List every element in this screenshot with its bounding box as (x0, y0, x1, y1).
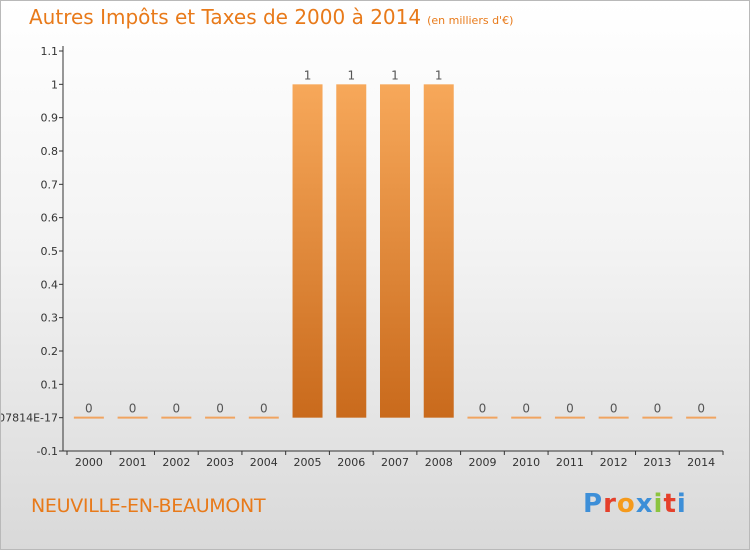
commune-name: NEUVILLE-EN-BEAUMONT (31, 495, 266, 517)
logo-letter: x (635, 489, 654, 519)
data-label: 0 (566, 402, 574, 416)
y-tick-label: 0.4 (41, 278, 59, 291)
y-tick-label: 0.2 (41, 345, 59, 358)
x-tick-label: 2000 (75, 456, 103, 469)
data-label: 1 (435, 68, 443, 82)
data-label: 0 (85, 402, 93, 416)
chart-title-text: Autres Impôts et Taxes de 2000 à 2014 (29, 5, 422, 29)
y-tick-label: 0.9 (41, 112, 59, 125)
y-tick-label: 0.3 (41, 312, 59, 325)
logo-letter: r (603, 489, 617, 519)
data-label: 0 (216, 402, 224, 416)
x-tick-label: 2002 (162, 456, 190, 469)
y-tick-label: 0.7 (41, 178, 59, 191)
y-tick-label: 1.3877787807814E-17 (1, 412, 58, 425)
data-label: 1 (391, 68, 399, 82)
bar (292, 84, 323, 418)
logo-letter: i (676, 489, 687, 519)
data-label: 1 (347, 68, 355, 82)
data-label: 0 (479, 402, 487, 416)
data-label: 0 (129, 402, 137, 416)
x-tick-label: 2004 (250, 456, 278, 469)
chart-unit-label: (en milliers d'€) (427, 14, 514, 27)
x-tick-label: 2007 (381, 456, 409, 469)
x-tick-label: 2011 (556, 456, 584, 469)
data-label: 0 (260, 402, 268, 416)
x-tick-label: 2009 (468, 456, 496, 469)
bar (380, 84, 410, 418)
data-label: 0 (697, 402, 705, 416)
logo-letter: i (653, 489, 664, 519)
bar (423, 84, 454, 418)
y-tick-label: 0.1 (41, 378, 59, 391)
logo-letter: t (663, 489, 677, 519)
logo-letter: P (583, 489, 604, 519)
y-tick-label: -0.1 (37, 445, 58, 458)
data-label: 1 (304, 68, 312, 82)
y-tick-label: 1.1 (41, 45, 59, 58)
x-tick-label: 2008 (425, 456, 453, 469)
x-tick-label: 2001 (119, 456, 147, 469)
x-tick-label: 2003 (206, 456, 234, 469)
chart-title: Autres Impôts et Taxes de 2000 à 2014 (en… (29, 5, 513, 29)
x-tick-label: 2012 (600, 456, 628, 469)
data-label: 0 (173, 402, 181, 416)
y-tick-label: 1 (51, 78, 58, 91)
logo-letter: o (616, 489, 636, 519)
x-tick-label: 2014 (687, 456, 715, 469)
x-tick-label: 2010 (512, 456, 540, 469)
proxiti-logo: Proxiti (583, 489, 687, 519)
y-tick-label: 0.8 (41, 145, 59, 158)
x-tick-label: 2005 (294, 456, 322, 469)
y-tick-label: 0.6 (41, 212, 59, 225)
data-label: 0 (654, 402, 662, 416)
data-label: 0 (522, 402, 530, 416)
data-label: 0 (610, 402, 618, 416)
y-tick-label: 0.5 (41, 245, 59, 258)
x-tick-label: 2013 (643, 456, 671, 469)
bar (336, 84, 367, 418)
x-tick-label: 2006 (337, 456, 365, 469)
